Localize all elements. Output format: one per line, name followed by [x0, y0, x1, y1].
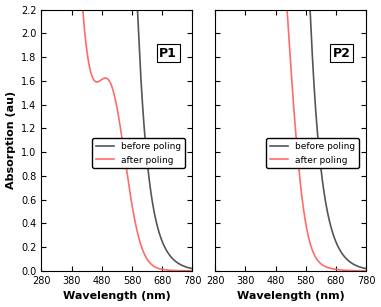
Legend: before poling, after poling: before poling, after poling: [266, 138, 359, 168]
after poling: [213, 8, 218, 11]
after poling: [228, 8, 233, 11]
Text: P1: P1: [159, 47, 177, 60]
after poling: [317, 260, 321, 264]
Line: after poling: after poling: [215, 10, 366, 271]
before poling: [54, 8, 59, 11]
before poling: [279, 8, 284, 11]
after poling: [100, 77, 105, 81]
before poling: [143, 138, 147, 142]
Line: before poling: before poling: [42, 10, 192, 269]
before poling: [39, 8, 44, 11]
before poling: [228, 8, 233, 11]
after poling: [160, 267, 164, 271]
before poling: [274, 8, 279, 11]
before poling: [213, 8, 218, 11]
Line: before poling: before poling: [215, 10, 366, 269]
after poling: [157, 267, 162, 270]
before poling: [317, 147, 321, 151]
after poling: [364, 269, 368, 273]
after poling: [106, 77, 110, 81]
before poling: [160, 239, 164, 243]
Line: after poling: after poling: [42, 10, 192, 271]
before poling: [100, 8, 105, 11]
before poling: [331, 232, 335, 235]
Legend: before poling, after poling: before poling, after poling: [92, 138, 185, 168]
after poling: [143, 254, 147, 258]
after poling: [333, 267, 338, 271]
after poling: [190, 269, 195, 273]
Y-axis label: Absorption (au): Absorption (au): [6, 91, 16, 189]
after poling: [331, 267, 335, 271]
before poling: [190, 267, 195, 270]
before poling: [333, 239, 338, 243]
after poling: [279, 8, 284, 11]
before poling: [157, 231, 162, 235]
before poling: [364, 267, 368, 270]
X-axis label: Wavelength (nm): Wavelength (nm): [63, 291, 171, 301]
after poling: [54, 8, 59, 11]
after poling: [274, 8, 279, 11]
X-axis label: Wavelength (nm): Wavelength (nm): [237, 291, 344, 301]
Text: P2: P2: [333, 47, 351, 60]
after poling: [39, 8, 44, 11]
before poling: [106, 8, 110, 11]
